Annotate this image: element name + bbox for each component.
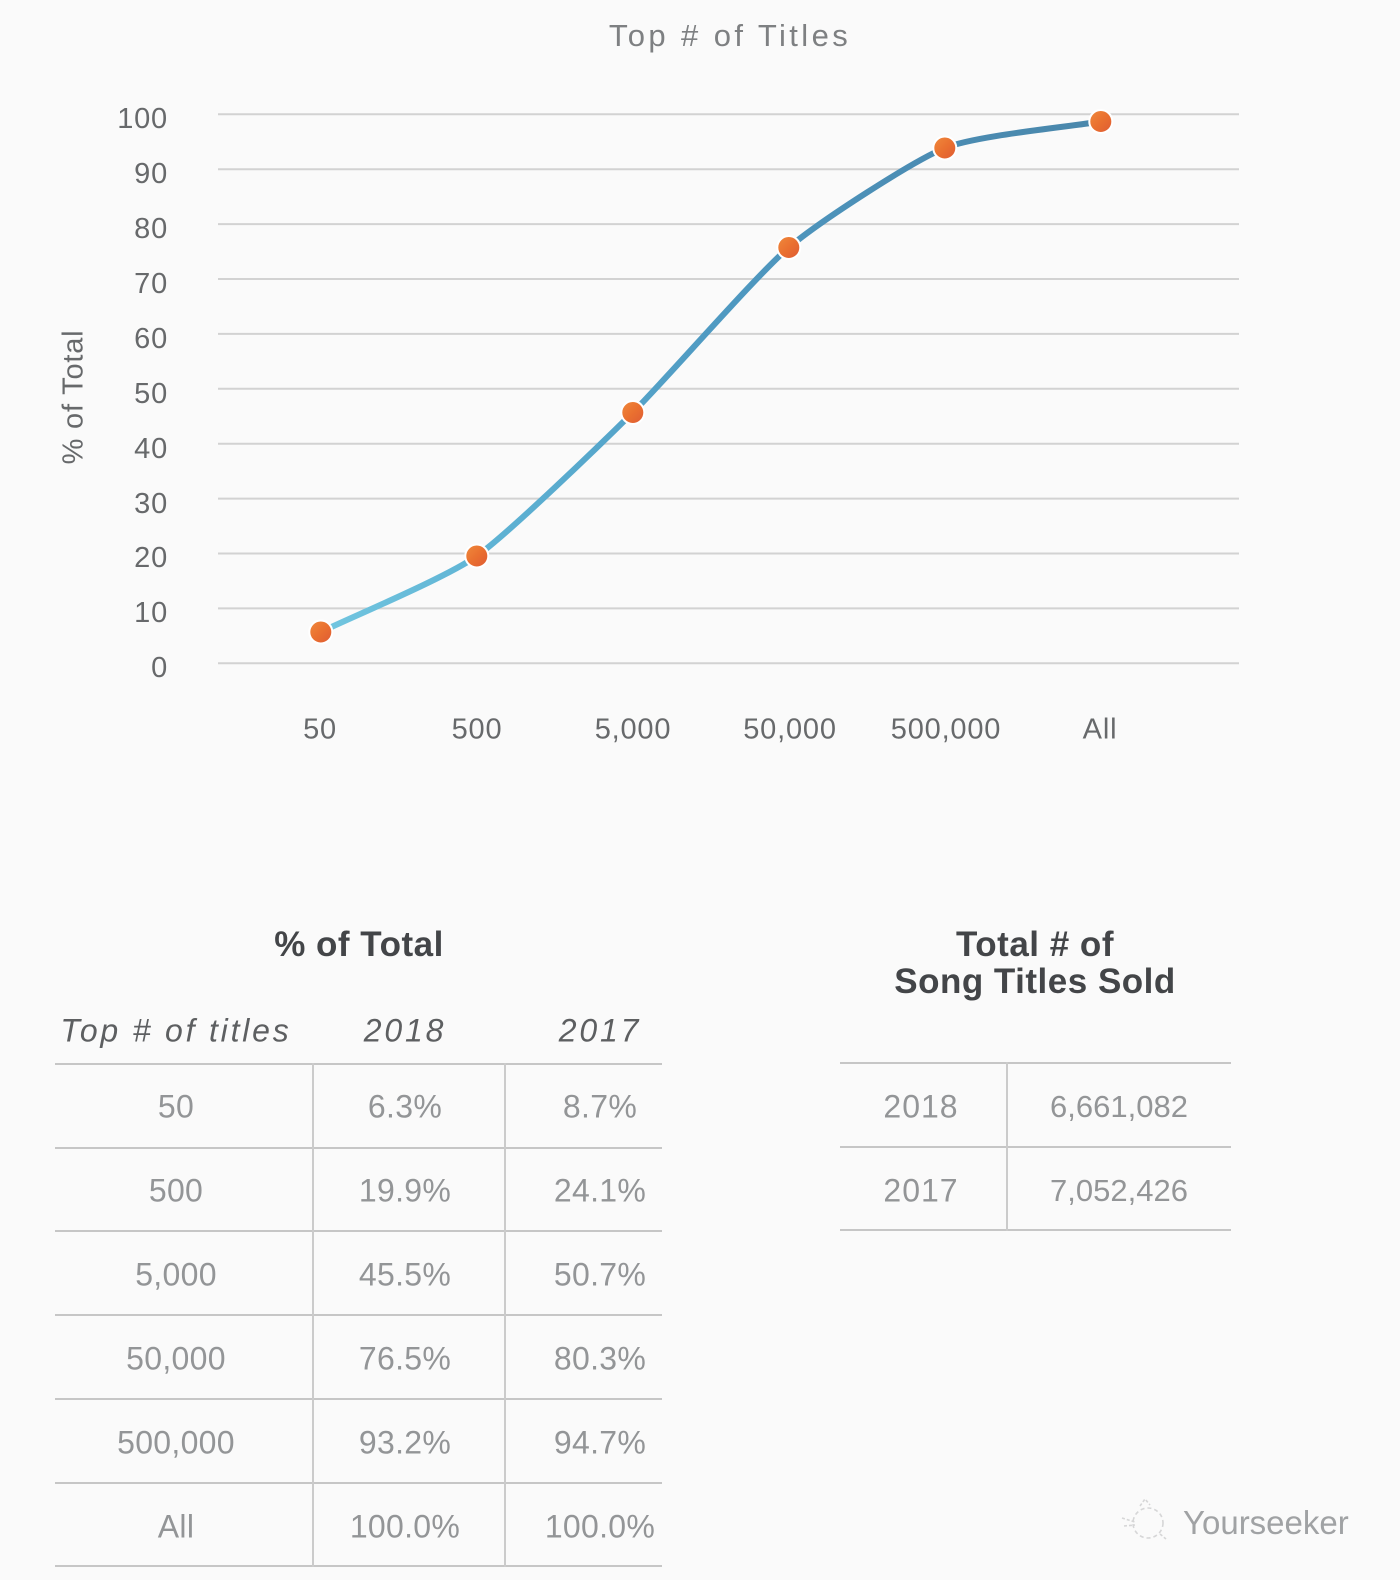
svg-text:Yourseeker: Yourseeker — [1183, 1504, 1349, 1541]
